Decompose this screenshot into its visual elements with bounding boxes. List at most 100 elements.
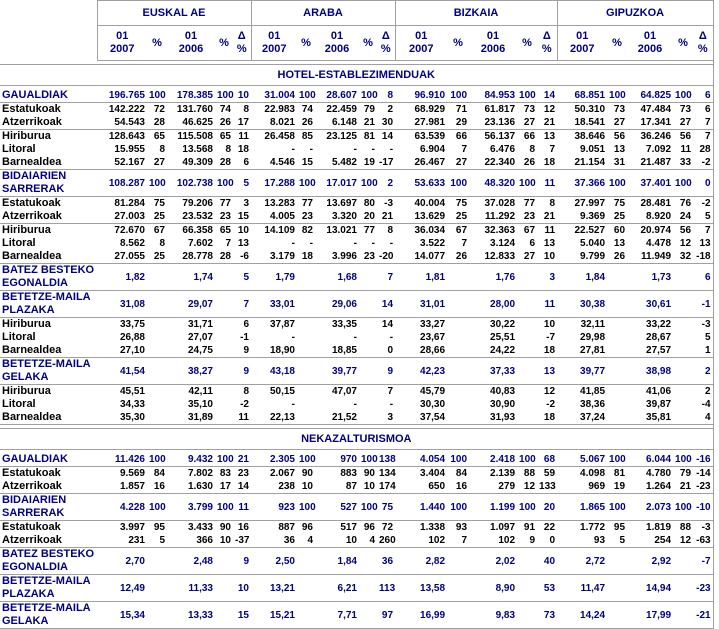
data-cell: 5.067 <box>557 453 608 467</box>
data-cell: 650 <box>395 480 448 494</box>
table-row-betetze-maila: BETETZE-MAILA PLAZAKA 12,49 11,33 10 13,21 6,… <box>0 574 714 602</box>
data-cell: -7 <box>693 547 714 575</box>
data-cell: 45,51 <box>119 386 145 397</box>
data-cell: 10 <box>233 89 251 103</box>
data-cell: 12.833 <box>469 250 518 264</box>
data-cell: 100 <box>517 169 538 197</box>
data-cell: 87 <box>315 480 359 494</box>
data-cell: -20 <box>377 250 396 264</box>
data-cell: 50,15 <box>269 386 295 397</box>
data-cell <box>517 318 537 332</box>
data-cell: 7 <box>693 116 714 130</box>
data-cell: 77 <box>363 225 375 236</box>
data-cell: 27.003 <box>97 210 147 224</box>
data-cell: 73 <box>537 601 558 629</box>
data-cell <box>215 290 233 318</box>
data-cell: 9 <box>233 357 251 385</box>
data-cell: 72 <box>153 104 165 115</box>
data-cell <box>359 318 377 332</box>
data-cell: 9.051 <box>580 144 606 155</box>
data-cell: 46.625 <box>167 116 215 130</box>
data-cell: 83 <box>219 468 231 479</box>
data-cell: 12 <box>517 480 538 494</box>
row-label: Litoral <box>2 237 36 249</box>
data-cell: 56 <box>679 225 692 236</box>
data-cell: 102 <box>395 534 448 548</box>
data-cell: 1,81 <box>395 263 448 291</box>
data-cell: 16 <box>447 480 470 494</box>
row-label: Litoral <box>2 398 36 410</box>
data-cell: 6.044 <box>627 453 674 467</box>
column-header-euskal-ae-3: % <box>215 25 233 61</box>
data-cell: 29,98 <box>580 332 606 343</box>
column-header-euskal-ae-4: Δ % <box>233 25 251 61</box>
data-cell: 100 <box>517 493 538 521</box>
data-cell: 30,38 <box>557 290 608 318</box>
data-cell: 65 <box>153 131 165 142</box>
data-cell: 100 <box>359 453 378 467</box>
data-cell: 100 <box>607 493 628 521</box>
data-cell: 25 <box>147 210 167 224</box>
column-header-araba-3: % <box>359 25 377 61</box>
data-cell: 27 <box>517 116 538 130</box>
data-cell: 18 <box>537 156 558 170</box>
data-cell: 27,10 <box>97 344 147 358</box>
data-cell: 20.974 <box>640 225 672 236</box>
data-cell: 231 <box>97 534 147 548</box>
data-cell: 22 <box>543 522 556 533</box>
data-cell <box>359 385 377 399</box>
data-cell <box>297 547 315 575</box>
data-cell: 23.532 <box>167 210 215 224</box>
data-cell: - <box>291 238 295 249</box>
data-cell: 40.004 <box>414 198 446 209</box>
table-row-estatukoak: Estatukoak 142.222 72 131.760 74 8 22.983 74 22.… <box>0 103 713 117</box>
data-cell: 26 <box>607 250 628 264</box>
data-cell: 31 <box>607 156 628 170</box>
data-cell: 37,87 <box>269 319 295 330</box>
data-cell: 93 <box>455 522 468 533</box>
data-cell: 100 <box>607 89 628 103</box>
data-cell <box>297 344 315 358</box>
data-cell: 8 <box>243 386 249 397</box>
data-cell: -2 <box>693 156 714 170</box>
data-cell: 10 <box>537 250 558 264</box>
data-cell: 84 <box>455 468 468 479</box>
data-cell: 10 <box>543 319 556 330</box>
data-cell: 7 <box>387 386 394 397</box>
row-label: Barnealdea <box>0 156 97 170</box>
data-cell: 27 <box>517 250 538 264</box>
data-cell: 53 <box>537 574 558 602</box>
data-cell <box>147 601 167 629</box>
data-cell: -17 <box>377 156 396 170</box>
data-cell: 1.199 <box>469 493 518 521</box>
data-cell: 35,81 <box>627 411 674 425</box>
column-header-bizkaia-2: 01 2006 <box>469 25 518 61</box>
data-cell <box>607 357 628 385</box>
data-cell: 28.607 <box>315 89 359 103</box>
data-cell: 6,21 <box>315 574 359 602</box>
data-cell <box>673 547 694 575</box>
data-cell: 45,79 <box>420 386 446 397</box>
data-cell: 1,79 <box>251 263 297 291</box>
data-cell: 1.440 <box>395 493 448 521</box>
data-cell: 13 <box>699 238 711 249</box>
data-cell: - <box>353 399 357 410</box>
data-cell: 29,07 <box>167 290 215 318</box>
data-cell: 14.109 <box>264 225 295 236</box>
data-cell: 5 <box>233 263 251 291</box>
data-cell <box>215 263 233 291</box>
data-cell: 11.949 <box>627 250 674 264</box>
data-cell: 36.246 <box>640 131 672 142</box>
data-cell: 27 <box>607 116 628 130</box>
data-cell <box>607 574 628 602</box>
data-cell: 115.508 <box>177 131 213 142</box>
data-cell <box>673 601 694 629</box>
data-cell: 11,33 <box>167 574 215 602</box>
data-cell: 22.983 <box>264 104 295 115</box>
data-cell: 100 <box>359 493 378 521</box>
data-cell <box>673 398 693 411</box>
data-cell: 2 <box>705 386 711 397</box>
data-cell: 6 <box>233 156 251 170</box>
data-cell: 1.865 <box>557 493 608 521</box>
data-cell: 100 <box>673 493 694 521</box>
